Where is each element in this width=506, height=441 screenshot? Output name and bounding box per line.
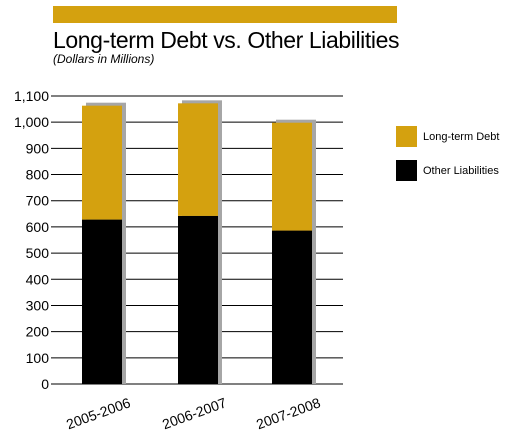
y-tick-label-1100: 1,100 bbox=[14, 88, 49, 104]
x-tick-label-2007-2008: 2007-2008 bbox=[254, 394, 323, 432]
x-tick-label-2006-2007: 2006-2007 bbox=[160, 394, 229, 432]
legend-label-other-liabilities: Other Liabilities bbox=[423, 164, 499, 177]
bar-other-liabilities-2006-2007 bbox=[178, 215, 218, 384]
bars bbox=[82, 100, 316, 385]
y-tick-label-100: 100 bbox=[26, 350, 50, 366]
y-tick-label-300: 300 bbox=[26, 297, 50, 313]
y-tick-label-200: 200 bbox=[26, 324, 50, 340]
y-tick-label-1000: 1,000 bbox=[14, 114, 49, 130]
y-axis: 0 100 200 300 400 500 600 700 800 900 1,000 1,100 bbox=[14, 88, 49, 392]
legend-swatch-other-liabilities bbox=[396, 160, 417, 181]
bar-other-liabilities-2007-2008 bbox=[272, 230, 312, 384]
legend-swatch-long-term-debt bbox=[396, 126, 417, 147]
chart-subtitle: (Dollars in Millions) bbox=[53, 52, 155, 66]
legend: Long-term Debt Other Liabilities bbox=[396, 126, 499, 194]
bar-long-term-debt-2005-2006 bbox=[82, 105, 122, 220]
y-tick-label-500: 500 bbox=[26, 245, 50, 261]
x-tick-label-2005-2006: 2005-2006 bbox=[64, 394, 133, 432]
legend-item-other-liabilities: Other Liabilities bbox=[396, 160, 499, 181]
y-tick-label-600: 600 bbox=[26, 219, 50, 235]
y-tick-label-700: 700 bbox=[26, 193, 50, 209]
title-accent-bar bbox=[53, 6, 397, 23]
y-tick-label-400: 400 bbox=[26, 271, 50, 287]
bar-long-term-debt-2006-2007 bbox=[178, 103, 218, 216]
y-tick-label-0: 0 bbox=[41, 376, 49, 392]
y-tick-label-900: 900 bbox=[26, 140, 50, 156]
chart-title: Long-term Debt vs. Other Liabilities bbox=[53, 27, 400, 53]
bar-long-term-debt-2007-2008 bbox=[272, 122, 312, 231]
legend-item-long-term-debt: Long-term Debt bbox=[396, 126, 499, 147]
legend-label-long-term-debt: Long-term Debt bbox=[423, 130, 500, 143]
x-axis: 2005-2006 2006-2007 2007-2008 bbox=[64, 394, 323, 432]
bar-other-liabilities-2005-2006 bbox=[82, 219, 122, 384]
y-tick-label-800: 800 bbox=[26, 167, 50, 183]
